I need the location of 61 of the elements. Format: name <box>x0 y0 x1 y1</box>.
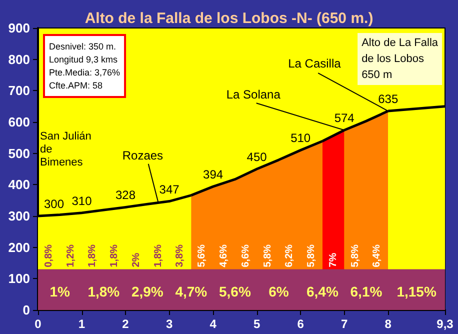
annotation: 4,6% <box>218 244 230 268</box>
x-tick-label: 4 <box>210 317 217 331</box>
annotation: 5,6% <box>218 284 252 300</box>
annotation: 7% <box>328 252 339 268</box>
annotation: 1,8% <box>88 284 120 300</box>
annotation: 5,8% <box>306 244 318 268</box>
annotation: 394 <box>203 168 224 182</box>
annotation: 5,8% <box>350 244 361 268</box>
annotation: 6,2% <box>284 244 296 268</box>
annotation: La Solana <box>226 88 281 102</box>
annotation: 347 <box>159 182 180 196</box>
annotation: Rozaes <box>122 148 164 162</box>
x-tick-label: 5 <box>253 317 260 331</box>
annotation: 6,4% <box>372 244 383 268</box>
y-tick-label: 400 <box>8 177 30 192</box>
annotation: 1,8% <box>87 244 98 268</box>
x-tick-label: 6 <box>297 317 304 331</box>
annotation: 2,9% <box>131 284 164 300</box>
annotation: 1% <box>50 284 71 300</box>
annotation: 1,8% <box>152 244 164 268</box>
x-tick-label: 7 <box>341 317 348 331</box>
chart-title: Alto de la Falla de los Lobos -N- (650 m.) <box>84 10 374 27</box>
y-tick-label: 600 <box>8 114 30 130</box>
annotation: 1,2% <box>65 244 76 268</box>
annotation: 3,8% <box>174 244 186 268</box>
annotation: 574 <box>334 111 355 126</box>
annotation: 635 <box>378 92 398 106</box>
y-tick-label: 900 <box>8 20 30 36</box>
x-tick-label: 9,3 <box>436 317 454 331</box>
annotation: 4,7% <box>175 284 208 300</box>
x-tick-label: 3 <box>166 317 173 331</box>
annotation: 6,1% <box>350 284 383 300</box>
y-tick-label: 800 <box>8 52 30 67</box>
annotation: 6,4% <box>306 284 339 300</box>
annotation: 328 <box>116 188 136 202</box>
annotation: 2% <box>130 252 142 268</box>
y-tick-label: 500 <box>8 146 30 161</box>
annotation: 6,6% <box>240 244 252 268</box>
y-tick-label: 700 <box>8 83 30 98</box>
annotation: 1,8% <box>109 244 120 268</box>
annotation: 6% <box>268 284 290 300</box>
y-tick-label: 100 <box>8 271 30 286</box>
annotation: 0,8% <box>43 244 54 268</box>
annotation: 1,15% <box>396 284 437 300</box>
annotation: San Julián de Bimenes <box>40 130 92 168</box>
annotation: La Casilla <box>288 56 342 71</box>
annotation: 310 <box>72 194 92 208</box>
y-tick-label: 0 <box>22 302 30 318</box>
x-tick-label: 1 <box>78 317 86 331</box>
annotation: 510 <box>290 131 311 146</box>
x-tick-label: 2 <box>122 317 130 331</box>
y-tick-label: 200 <box>8 240 30 255</box>
annotation: Desnivel: 350 m. Longitud 9,3 kms Pte.Media: 3,76% Cfte.APM: 58 <box>49 42 120 90</box>
annotation: 300 <box>44 197 64 211</box>
annotation: 5,6% <box>196 244 208 268</box>
annotation: Alto de La Falla de los Lobos 650 m <box>362 37 439 81</box>
y-tick-label: 300 <box>8 208 30 224</box>
annotation: 5,8% <box>262 244 274 268</box>
annotation: 450 <box>246 150 268 164</box>
x-tick-label: 8 <box>384 317 392 331</box>
x-tick-label: 0 <box>34 317 42 331</box>
